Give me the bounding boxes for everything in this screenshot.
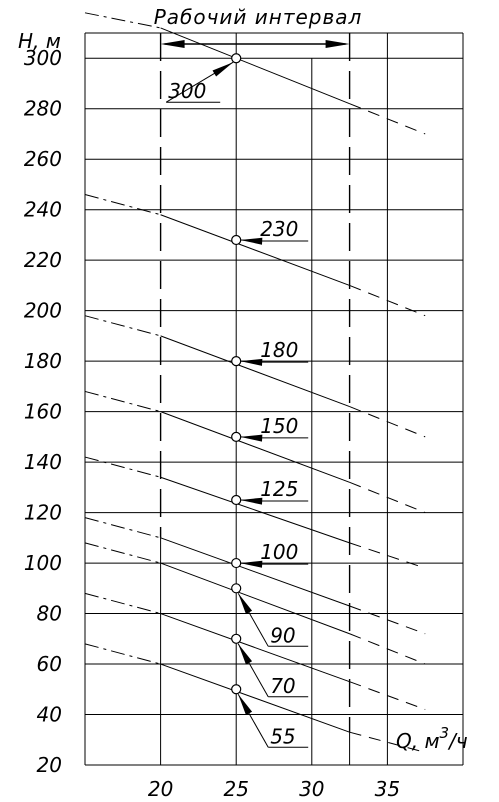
curve-150-operating-point [231,431,242,442]
y-tick-60: 60 [37,652,62,676]
curve-125-right-dashed [349,542,426,569]
x-tick-20: 20 [148,777,173,801]
curve-150-label: 150 [260,414,298,438]
curve-125-left-dashdot [84,456,161,478]
curve-70-right-dashed [349,681,426,710]
curve-150-leader-arrow [240,434,263,442]
curve-100-right-dashed [349,605,426,635]
x-tick-25: 25 [223,777,248,801]
curve-90-working [160,562,350,635]
curve-230-label: 230 [260,217,298,241]
y-tick-180: 180 [24,349,62,373]
curve-150-left-dashdot [84,390,161,413]
curve-90-operating-point [231,583,242,594]
curve-300-label: 300 [168,79,206,103]
curve-300-working [160,27,350,105]
curve-100-leader-arrow [240,560,263,568]
curve-70-label: 70 [270,674,295,698]
y-axis-label: H, м [18,29,61,53]
chart-title: Рабочий интервал [154,5,363,29]
curve-55-right-dashed [349,731,426,753]
curve-125-leader-arrow [240,497,263,505]
curve-90-leader-arrow [238,593,253,615]
curve-300-leader-arrow [212,62,234,77]
curve-55-working [160,663,350,733]
curve-55-operating-point [231,684,242,695]
curves: 300 230 180 150 125 100 90 70 55 [84,12,426,753]
y-tick-120: 120 [24,501,62,525]
x-axis-label: Q, м3/ч [396,724,468,753]
y-tick-260: 260 [24,147,62,171]
curve-90-left-dashdot [84,542,161,564]
curve-125-working [160,476,350,544]
interval-arrow-left [160,40,185,48]
curve-180-operating-point [231,356,242,367]
tick-labels: 20 40 60 80 100 120 140 160 180 200 220 240 260 280 30… [24,46,400,801]
curve-55-left-dashdot [84,643,161,665]
curve-100-left-dashdot [84,517,161,539]
curve-180-right-dashed [349,406,426,438]
y-tick-140: 140 [24,450,62,474]
curve-230-operating-point [231,234,242,246]
curve-300-operating-point [231,53,242,64]
curve-180-left-dashdot [84,315,161,337]
curve-55-leader-arrow [238,694,253,716]
interval-arrow-right [325,40,350,48]
y-tick-160: 160 [24,400,62,424]
x-axis-label-prefix: Q, м [396,729,440,753]
curve-100-label: 100 [260,540,298,564]
curve-125-label: 125 [260,477,298,501]
curve-70-operating-point [231,633,242,644]
curve-230-working [160,214,350,286]
grid [84,32,464,766]
curve-125-operating-point [231,494,242,506]
curve-300-right-dashed [349,103,426,135]
curve-90-right-dashed [349,633,426,665]
y-tick-280: 280 [24,97,62,121]
x-axis-label-superscript: 3 [440,724,450,742]
x-tick-30: 30 [299,777,324,801]
y-tick-80: 80 [37,602,62,626]
y-tick-40: 40 [37,703,62,727]
y-tick-220: 220 [24,248,62,272]
y-tick-100: 100 [24,551,62,575]
curve-180-working [160,335,350,408]
curve-70-left-dashdot [84,592,161,615]
curve-230-leader-arrow [240,237,263,245]
y-tick-20: 20 [37,753,62,777]
y-tick-200: 200 [24,299,62,323]
curve-100-operating-point [231,557,242,569]
curve-70-working [160,613,350,683]
curve-100-working [160,537,350,607]
working-interval [159,33,351,765]
y-tick-300: 300 [24,46,62,70]
y-tick-240: 240 [24,198,62,222]
curve-70-leader-arrow [238,643,253,665]
curve-230-left-dashdot [84,194,161,216]
x-tick-35: 35 [375,777,400,801]
curve-180-leader-arrow [240,358,263,366]
curve-55-label: 55 [270,724,295,748]
curve-150-right-dashed [349,481,426,514]
curve-180-label: 180 [260,338,298,362]
curve-230-right-dashed [349,284,426,317]
curve-300-left-dashdot [84,12,161,29]
x-axis-label-suffix: /ч [447,729,468,753]
curve-150-working [160,411,350,483]
curve-90-label: 90 [270,623,295,647]
